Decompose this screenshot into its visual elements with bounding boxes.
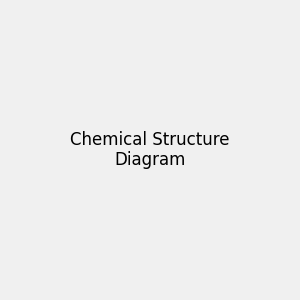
Text: Chemical Structure
Diagram: Chemical Structure Diagram (70, 130, 230, 170)
